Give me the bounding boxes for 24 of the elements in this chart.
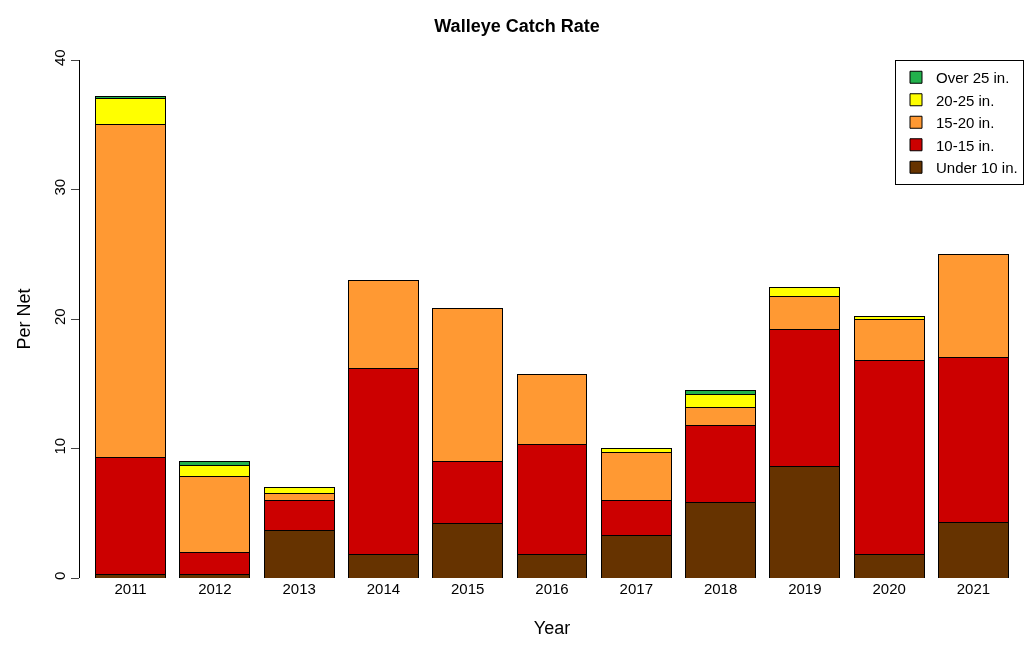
y-tick-label: 10 [51,437,68,455]
x-axis-title: Year [533,618,571,639]
y-tick-label: 0 [51,571,68,580]
x-tick-label: 2019 [788,580,822,597]
x-tick-label: 2018 [703,580,738,597]
y-axis-title: Per Net [14,288,35,350]
x-tick-label: 2016 [535,580,569,597]
legend-label: 20-25 in. [936,91,995,109]
y-tick-label: 30 [51,178,68,196]
x-tick-label: 2017 [619,580,653,597]
x-tick-label: 2015 [451,580,485,597]
legend-label: 10-15 in. [936,136,995,154]
legend-label: Over 25 in. [936,69,1010,87]
y-tick-label: 40 [51,49,68,67]
x-tick-label: 2021 [956,580,991,597]
x-tick-label: 2011 [114,580,147,597]
x-tick-label: 2014 [366,580,401,597]
legend-label: Under 10 in. [936,159,1018,177]
legend-label: 15-20 in. [936,114,995,132]
x-tick-label: 2013 [282,580,316,597]
y-tick-label: 20 [51,308,68,326]
x-tick-label: 2012 [198,580,232,597]
chart-title: Walleye Catch Rate [434,15,600,36]
x-tick-label: 2020 [872,580,906,597]
